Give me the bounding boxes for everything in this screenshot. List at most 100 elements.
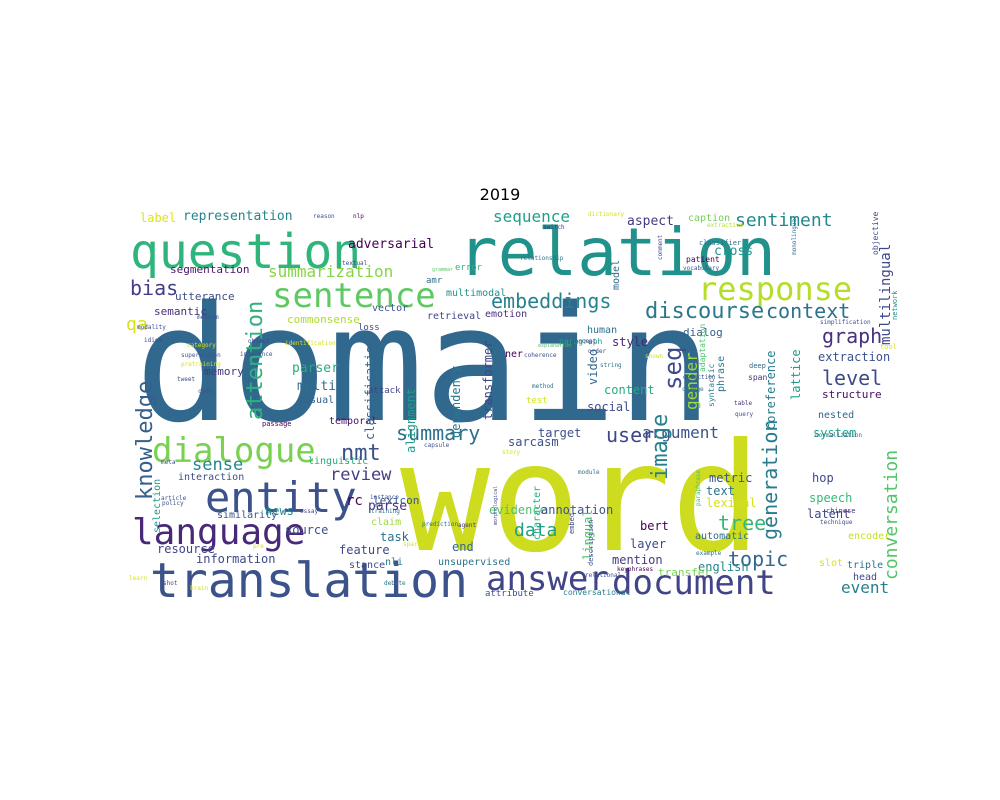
- cloud-word: idiom: [144, 337, 162, 344]
- cloud-word: embed: [568, 513, 576, 534]
- cloud-word: encoder: [848, 531, 890, 542]
- cloud-word: ner: [505, 349, 523, 360]
- cloud-word: domain: [135, 271, 713, 458]
- cloud-word: hop: [812, 471, 834, 485]
- cloud-word: modality: [137, 324, 166, 331]
- cloud-word: reason: [313, 213, 335, 220]
- cloud-word: span: [748, 373, 767, 382]
- cloud-word: capsule: [424, 442, 450, 449]
- cloud-word: summary: [396, 421, 480, 445]
- cloud-word: network: [891, 290, 899, 320]
- cloud-word: gender: [682, 352, 701, 410]
- cloud-word: description: [587, 520, 595, 566]
- cloud-word: order: [588, 348, 606, 355]
- cloud-word: prediction: [422, 521, 459, 528]
- cloud-word: essay: [300, 508, 318, 515]
- cloud-word: debate: [384, 580, 406, 587]
- cloud-word: identification: [285, 340, 336, 347]
- cloud-word: error: [455, 263, 483, 273]
- cloud-word: utterance: [175, 290, 235, 303]
- cloud-word: target: [538, 426, 581, 440]
- cloud-word: multi: [297, 379, 336, 394]
- cloud-word: classifier: [699, 239, 741, 247]
- cloud-word: module: [578, 469, 600, 476]
- cloud-word: layer: [630, 537, 666, 551]
- cloud-word: caption: [688, 213, 730, 224]
- cloud-word: speech: [809, 491, 852, 505]
- cloud-word: normalization: [815, 432, 862, 439]
- cloud-word: nested: [818, 410, 854, 421]
- cloud-word: seq: [659, 347, 687, 390]
- cloud-word: instance: [370, 494, 399, 501]
- cloud-word: memory: [204, 365, 244, 378]
- cloud-word: example: [696, 550, 722, 557]
- cloud-word: similarity: [217, 510, 277, 521]
- cloud-word: resource: [157, 542, 215, 556]
- cloud-word: shot: [163, 580, 178, 587]
- cloud-word: dialog: [683, 326, 723, 339]
- cloud-word: grammar: [432, 267, 453, 273]
- cloud-word: loss: [358, 323, 380, 333]
- cloud-word: claim: [371, 517, 401, 528]
- cloud-word: technique: [820, 519, 853, 526]
- cloud-word: review: [330, 465, 392, 485]
- cloud-word: training: [371, 508, 400, 515]
- cloud-word: language: [132, 512, 305, 553]
- cloud-word: emotion: [485, 309, 527, 320]
- cloud-word: cross: [714, 244, 753, 259]
- cloud-word: commonsense: [287, 313, 360, 326]
- cloud-word: information: [196, 552, 275, 566]
- cloud-word: semantic: [154, 305, 207, 318]
- cloud-word: word: [400, 412, 761, 586]
- cloud-word: category: [187, 342, 216, 349]
- cloud-word: question: [130, 224, 361, 280]
- cloud-word: switch: [543, 224, 565, 231]
- cloud-word: video: [586, 349, 600, 385]
- cloud-word: adversarial: [348, 237, 434, 252]
- cloud-word: conversation: [881, 450, 902, 580]
- cloud-word: dependency: [449, 366, 463, 438]
- cloud-word: document: [612, 563, 776, 603]
- cloud-word: system: [813, 426, 856, 440]
- cloud-word: coreference: [764, 351, 778, 430]
- cloud-word: amr: [426, 276, 443, 286]
- cloud-word: object: [248, 338, 270, 345]
- cloud-word: translation: [150, 553, 468, 609]
- cloud-word: interaction: [178, 472, 244, 483]
- cloud-word: coherence: [524, 352, 557, 359]
- cloud-word: extractive: [707, 222, 744, 229]
- cloud-word: metric: [709, 471, 752, 485]
- cloud-word: unsupervised: [438, 557, 510, 568]
- cloud-word: meta: [161, 459, 176, 466]
- cloud-word: extraction: [818, 350, 890, 364]
- cloud-word: image: [648, 414, 673, 480]
- cloud-word: tool: [880, 343, 897, 351]
- cloud-word: mt: [375, 503, 381, 509]
- cloud-word: change: [682, 386, 704, 393]
- cloud-word: simplification: [820, 319, 871, 326]
- cloud-word: sequence: [493, 207, 570, 226]
- cloud-word: tweet: [177, 376, 195, 383]
- figure-title: 2019: [479, 185, 521, 204]
- cloud-word: evidence: [489, 503, 547, 517]
- cloud-word: story: [502, 449, 520, 456]
- cloud-word: query: [735, 411, 753, 418]
- cloud-word: summarization: [268, 262, 393, 281]
- cloud-word: phrase: [716, 356, 727, 392]
- cloud-word: feature: [339, 543, 390, 557]
- cloud-word: selection: [152, 479, 163, 533]
- cloud-word: stance: [349, 560, 385, 571]
- cloud-word: dictionary: [588, 211, 625, 218]
- cloud-word: string: [600, 362, 622, 369]
- cloud-word: english: [698, 560, 749, 574]
- cloud-word: agent: [458, 522, 476, 529]
- cloud-word: argument: [642, 423, 719, 442]
- cloud-word: textual: [342, 260, 368, 267]
- cloud-word: lingual: [581, 509, 595, 560]
- cloud-word: generation: [758, 420, 782, 540]
- cloud-word: syntactic: [707, 363, 716, 407]
- cloud-word: nmt: [341, 441, 381, 466]
- cloud-word: embeddings: [491, 289, 611, 313]
- cloud-word: lexical: [706, 496, 757, 510]
